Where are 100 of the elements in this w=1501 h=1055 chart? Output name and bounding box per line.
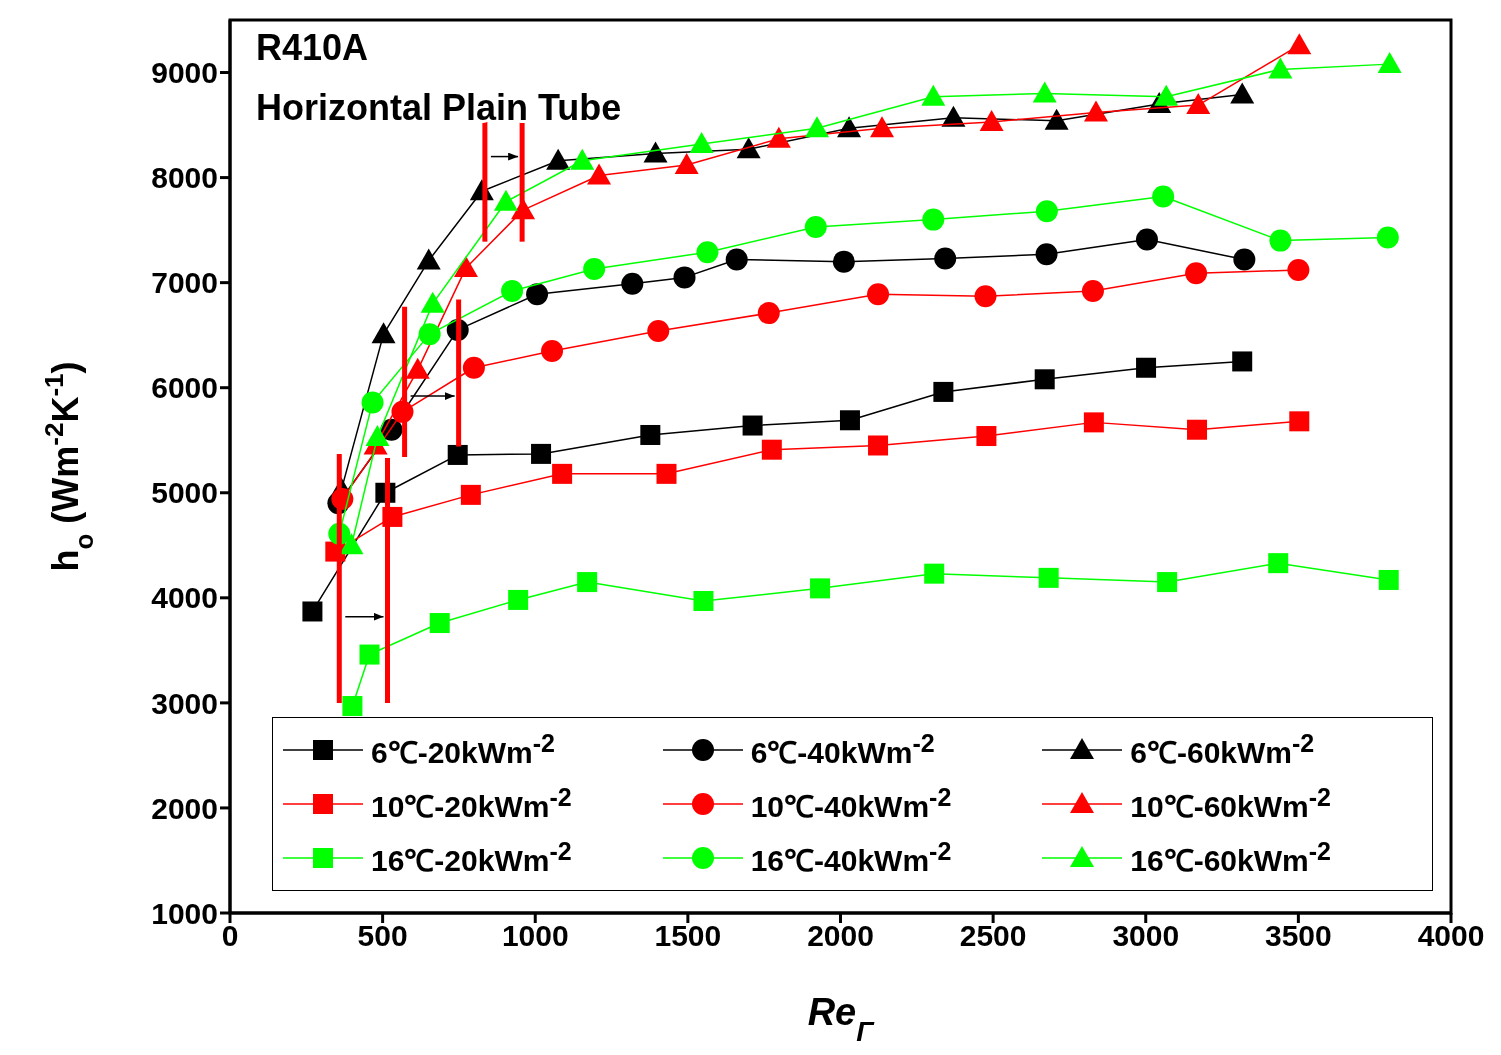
point xyxy=(839,410,860,431)
x-axis-title: Re$_{Γ}$ xyxy=(807,991,876,1047)
x-tick-label: 1500 xyxy=(654,919,722,953)
point xyxy=(405,357,430,379)
legend-label: 10℃-60kWm$^{-2}$ xyxy=(1130,782,1331,825)
point xyxy=(1186,93,1211,115)
point xyxy=(531,443,552,464)
point xyxy=(1268,57,1293,79)
y-tick-label: 6000 xyxy=(151,371,218,405)
point xyxy=(1377,52,1402,74)
legend-label: 6℃-40kWm$^{-2}$ xyxy=(750,728,935,771)
point xyxy=(640,424,661,445)
legend-label: 6℃-20kWm$^{-2}$ xyxy=(371,728,555,771)
point xyxy=(974,285,997,308)
point xyxy=(736,137,761,159)
y-tick-label: 4000 xyxy=(151,581,218,615)
point xyxy=(1230,82,1255,104)
legend-label: 6℃-60kWm$^{-2}$ xyxy=(1130,728,1315,771)
point xyxy=(656,463,677,484)
legend-label: 10℃-40kWm$^{-2}$ xyxy=(750,782,952,825)
point xyxy=(804,215,827,238)
y-tick-label: 9000 xyxy=(151,56,218,90)
point xyxy=(1157,572,1178,593)
point xyxy=(447,444,468,465)
point xyxy=(921,84,946,106)
point xyxy=(583,257,606,280)
point xyxy=(577,572,598,593)
point xyxy=(1187,419,1208,440)
point xyxy=(1032,81,1057,103)
point xyxy=(922,208,945,231)
point xyxy=(1289,411,1310,432)
point xyxy=(1154,84,1179,106)
point xyxy=(552,463,573,484)
x-tick-label: 2000 xyxy=(807,919,874,953)
point xyxy=(1376,226,1399,249)
point xyxy=(302,601,323,622)
point xyxy=(1287,259,1310,282)
point xyxy=(418,323,441,346)
point xyxy=(810,578,831,599)
point xyxy=(429,613,450,634)
point xyxy=(1136,357,1157,378)
x-tick-label: 3500 xyxy=(1265,919,1332,953)
y-tick-label: 3000 xyxy=(151,686,218,720)
point xyxy=(696,241,719,264)
point xyxy=(805,116,829,138)
point xyxy=(570,148,595,170)
x-tick-label: 3000 xyxy=(1112,919,1180,953)
point xyxy=(1038,567,1059,588)
point xyxy=(365,425,390,447)
point xyxy=(339,533,364,555)
y-tick-label: 5000 xyxy=(151,476,218,510)
point xyxy=(761,439,782,460)
x-tick-label: 1000 xyxy=(501,919,569,953)
point xyxy=(832,250,855,273)
point xyxy=(976,426,997,447)
y-tick-label: 2000 xyxy=(151,791,218,825)
point xyxy=(1044,108,1069,130)
point xyxy=(1034,369,1055,390)
point xyxy=(621,272,644,295)
point xyxy=(868,435,889,456)
x-tick-label: 0 xyxy=(221,919,239,953)
point xyxy=(1035,200,1058,223)
point xyxy=(757,302,780,325)
point xyxy=(541,339,564,362)
point xyxy=(587,163,612,185)
point xyxy=(693,590,714,611)
point xyxy=(643,141,668,163)
point xyxy=(725,248,748,271)
point xyxy=(1135,228,1158,251)
point xyxy=(689,131,714,153)
point xyxy=(359,644,380,665)
point xyxy=(674,152,699,174)
point xyxy=(1378,569,1399,590)
point xyxy=(416,248,441,270)
point xyxy=(493,189,518,211)
y-tick-label: 8000 xyxy=(151,161,218,195)
legend-label: 16℃-40kWm$^{-2}$ xyxy=(750,836,952,879)
text: Horizontal Plain Tube xyxy=(256,87,622,128)
y-tick-label: 7000 xyxy=(151,266,218,300)
point xyxy=(453,255,478,277)
point xyxy=(462,356,485,379)
x-tick-label: 2500 xyxy=(959,919,1027,953)
point xyxy=(1152,185,1175,208)
point xyxy=(1233,248,1256,271)
x-tick-label: 4000 xyxy=(1417,919,1485,953)
legend-label: 16℃-20kWm$^{-2}$ xyxy=(371,836,572,879)
legend-label: 10℃-20kWm$^{-2}$ xyxy=(371,782,572,825)
point xyxy=(501,280,524,303)
point xyxy=(420,291,445,313)
point xyxy=(546,148,571,170)
point xyxy=(1083,100,1108,122)
point xyxy=(647,319,670,342)
point xyxy=(867,283,890,306)
point xyxy=(1287,33,1312,55)
point xyxy=(1081,280,1104,303)
chart-title: R410A xyxy=(256,27,369,68)
point xyxy=(508,589,529,610)
point xyxy=(979,109,1004,131)
point xyxy=(526,283,549,306)
point xyxy=(342,696,363,717)
